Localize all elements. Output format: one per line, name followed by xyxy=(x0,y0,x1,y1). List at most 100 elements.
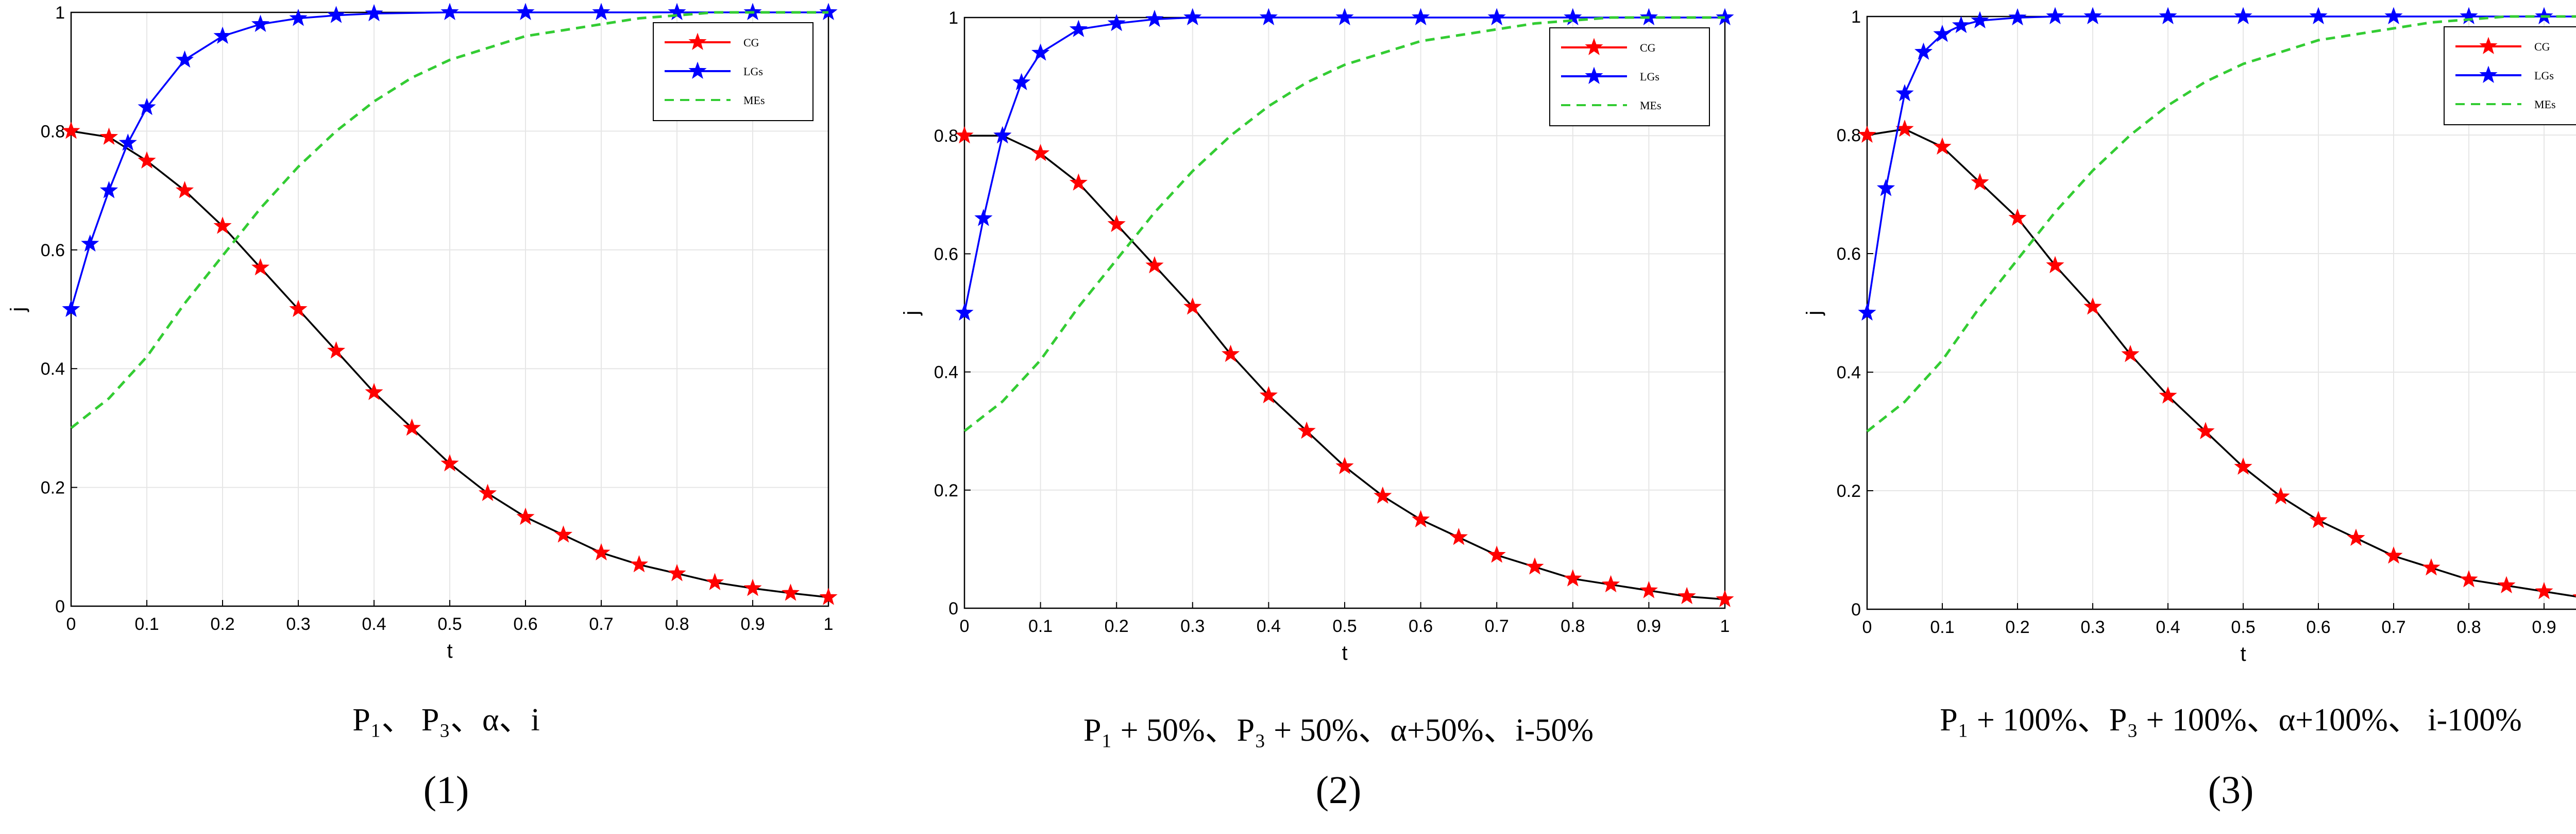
legend-label-lgs: LGs xyxy=(1640,70,1659,83)
data-point-lgs xyxy=(365,4,383,22)
legend-label-cg: CG xyxy=(2534,40,2550,53)
data-point-cg xyxy=(592,543,611,561)
x-axis-label: t xyxy=(2240,643,2246,665)
x-tick-label: 0.1 xyxy=(1930,618,1954,637)
data-point-cg xyxy=(1487,545,1506,563)
y-tick-label: 1 xyxy=(1851,7,1861,27)
x-tick-label: 0 xyxy=(1862,618,1872,637)
data-point-cg xyxy=(2309,511,2328,528)
figure-number-1: (1) xyxy=(423,769,469,812)
data-point-cg xyxy=(2347,528,2365,546)
x-tick-label: 0.8 xyxy=(665,614,689,634)
y-tick-label: 0.2 xyxy=(1837,481,1861,501)
x-tick-label: 0.1 xyxy=(1028,616,1053,636)
data-point-cg xyxy=(1183,297,1202,315)
data-point-lgs xyxy=(213,26,232,44)
data-point-lgs xyxy=(118,133,137,151)
legend-label-mes: MEs xyxy=(2534,98,2556,111)
data-point-cg xyxy=(213,216,232,234)
y-tick-label: 1 xyxy=(55,3,65,23)
data-point-cg xyxy=(478,483,497,502)
y-tick-label: 0.4 xyxy=(41,359,65,379)
legend-marker-lgs xyxy=(2479,65,2498,83)
legend: CG LGs MEs xyxy=(2444,26,2576,125)
data-point-cg xyxy=(1858,125,1876,143)
data-point-lgs xyxy=(1876,179,1895,196)
y-axis-label: j xyxy=(900,311,923,316)
data-point-cg xyxy=(327,341,346,359)
data-point-lgs xyxy=(516,3,535,20)
data-point-cg xyxy=(99,127,118,145)
data-point-lgs xyxy=(1564,8,1582,25)
data-point-cg xyxy=(2046,256,2064,273)
y-tick-label: 0.6 xyxy=(1837,244,1861,264)
data-point-lgs xyxy=(1952,15,1971,34)
data-point-cg xyxy=(1259,386,1278,404)
data-point-lgs xyxy=(1031,43,1050,61)
x-tick-label: 0.2 xyxy=(2005,618,2029,637)
condition-label-1: P₁、 P₃、α、i xyxy=(352,703,540,738)
y-tick-label: 0.2 xyxy=(934,481,958,501)
data-point-cg xyxy=(2272,487,2290,505)
figure-number-3: (3) xyxy=(2208,769,2254,812)
data-point-cg xyxy=(705,573,724,590)
data-point-cg xyxy=(2384,546,2403,564)
data-point-lgs xyxy=(99,181,118,198)
data-point-cg xyxy=(440,454,459,472)
data-point-lgs xyxy=(1012,73,1031,90)
data-point-cg xyxy=(251,258,270,276)
data-point-cg xyxy=(1971,173,1989,190)
data-point-lgs xyxy=(289,9,308,26)
data-point-cg xyxy=(2535,582,2553,599)
data-point-cg xyxy=(1564,569,1582,587)
data-point-cg xyxy=(516,507,535,525)
y-axis-label: j xyxy=(7,307,29,312)
data-point-cg xyxy=(668,564,686,581)
data-point-cg xyxy=(1639,581,1658,598)
x-tick-label: 0.5 xyxy=(2231,618,2255,637)
chart-panel-1: 0 0.1 0.2 0.3 0.4 0.5 0.6 0.7 0.8 0.9 1 0 0.2 0.4 0.6 0… xyxy=(0,0,892,834)
data-point-lgs xyxy=(62,299,80,317)
x-tick-label: 0.4 xyxy=(362,614,386,634)
chart-svg-1: 0 0.1 0.2 0.3 0.4 0.5 0.6 0.7 0.8 0.9 1 0 0.2 0.4 0.6 0… xyxy=(7,3,838,662)
legend: CG LGs MEs xyxy=(653,22,814,121)
data-point-cg xyxy=(1602,575,1620,593)
data-point-cg xyxy=(1933,137,1952,155)
data-point-lgs xyxy=(974,209,993,226)
data-point-lgs xyxy=(327,6,346,23)
y-axis-label: j xyxy=(1803,311,1825,316)
data-point-cg xyxy=(1374,486,1392,504)
chart-panel-3: 0 0.1 0.2 0.3 0.4 0.5 0.6 0.7 0.8 0.9 1 0 0.2 0.4 0.6 0… xyxy=(1785,0,2576,834)
data-point-lgs xyxy=(138,97,156,115)
x-tick-label: 0.2 xyxy=(1105,616,1129,636)
data-point-cg xyxy=(2196,422,2215,439)
chart-svg-2: 0 0.1 0.2 0.3 0.4 0.5 0.6 0.7 0.8 0.9 1 0 0.2 0.4 0.6 0… xyxy=(900,8,1734,664)
x-tick-label: 0.9 xyxy=(740,614,765,634)
data-point-lgs xyxy=(2234,7,2252,24)
data-point-cg xyxy=(1145,256,1164,274)
y-tick-label: 0.4 xyxy=(934,363,958,382)
data-point-cg xyxy=(2083,297,2102,315)
data-point-lgs xyxy=(175,50,194,68)
data-point-lgs xyxy=(2384,7,2403,24)
data-point-lgs xyxy=(1933,25,1952,42)
x-tick-label: 0.3 xyxy=(1180,616,1205,636)
data-point-cg xyxy=(2159,386,2177,404)
data-point-cg xyxy=(1449,528,1468,545)
data-point-cg xyxy=(402,418,421,436)
data-point-lgs xyxy=(993,126,1012,144)
data-point-lgs xyxy=(1858,303,1876,321)
data-point-cg xyxy=(1716,590,1734,607)
x-tick-label: 0.7 xyxy=(2381,618,2405,637)
legend-marker-cg xyxy=(688,32,707,50)
x-tick-label: 0.7 xyxy=(1485,616,1509,636)
data-point-cg xyxy=(1297,421,1316,439)
y-tick-label: 0.8 xyxy=(1837,126,1861,145)
series-line-mes xyxy=(70,11,828,429)
data-point-cg xyxy=(781,583,800,601)
data-point-lgs xyxy=(1914,42,1933,60)
data-point-cg xyxy=(955,126,974,144)
x-tick-label: 0.5 xyxy=(1332,616,1357,636)
series-line-mes xyxy=(1866,15,2576,432)
data-point-cg xyxy=(62,121,80,139)
